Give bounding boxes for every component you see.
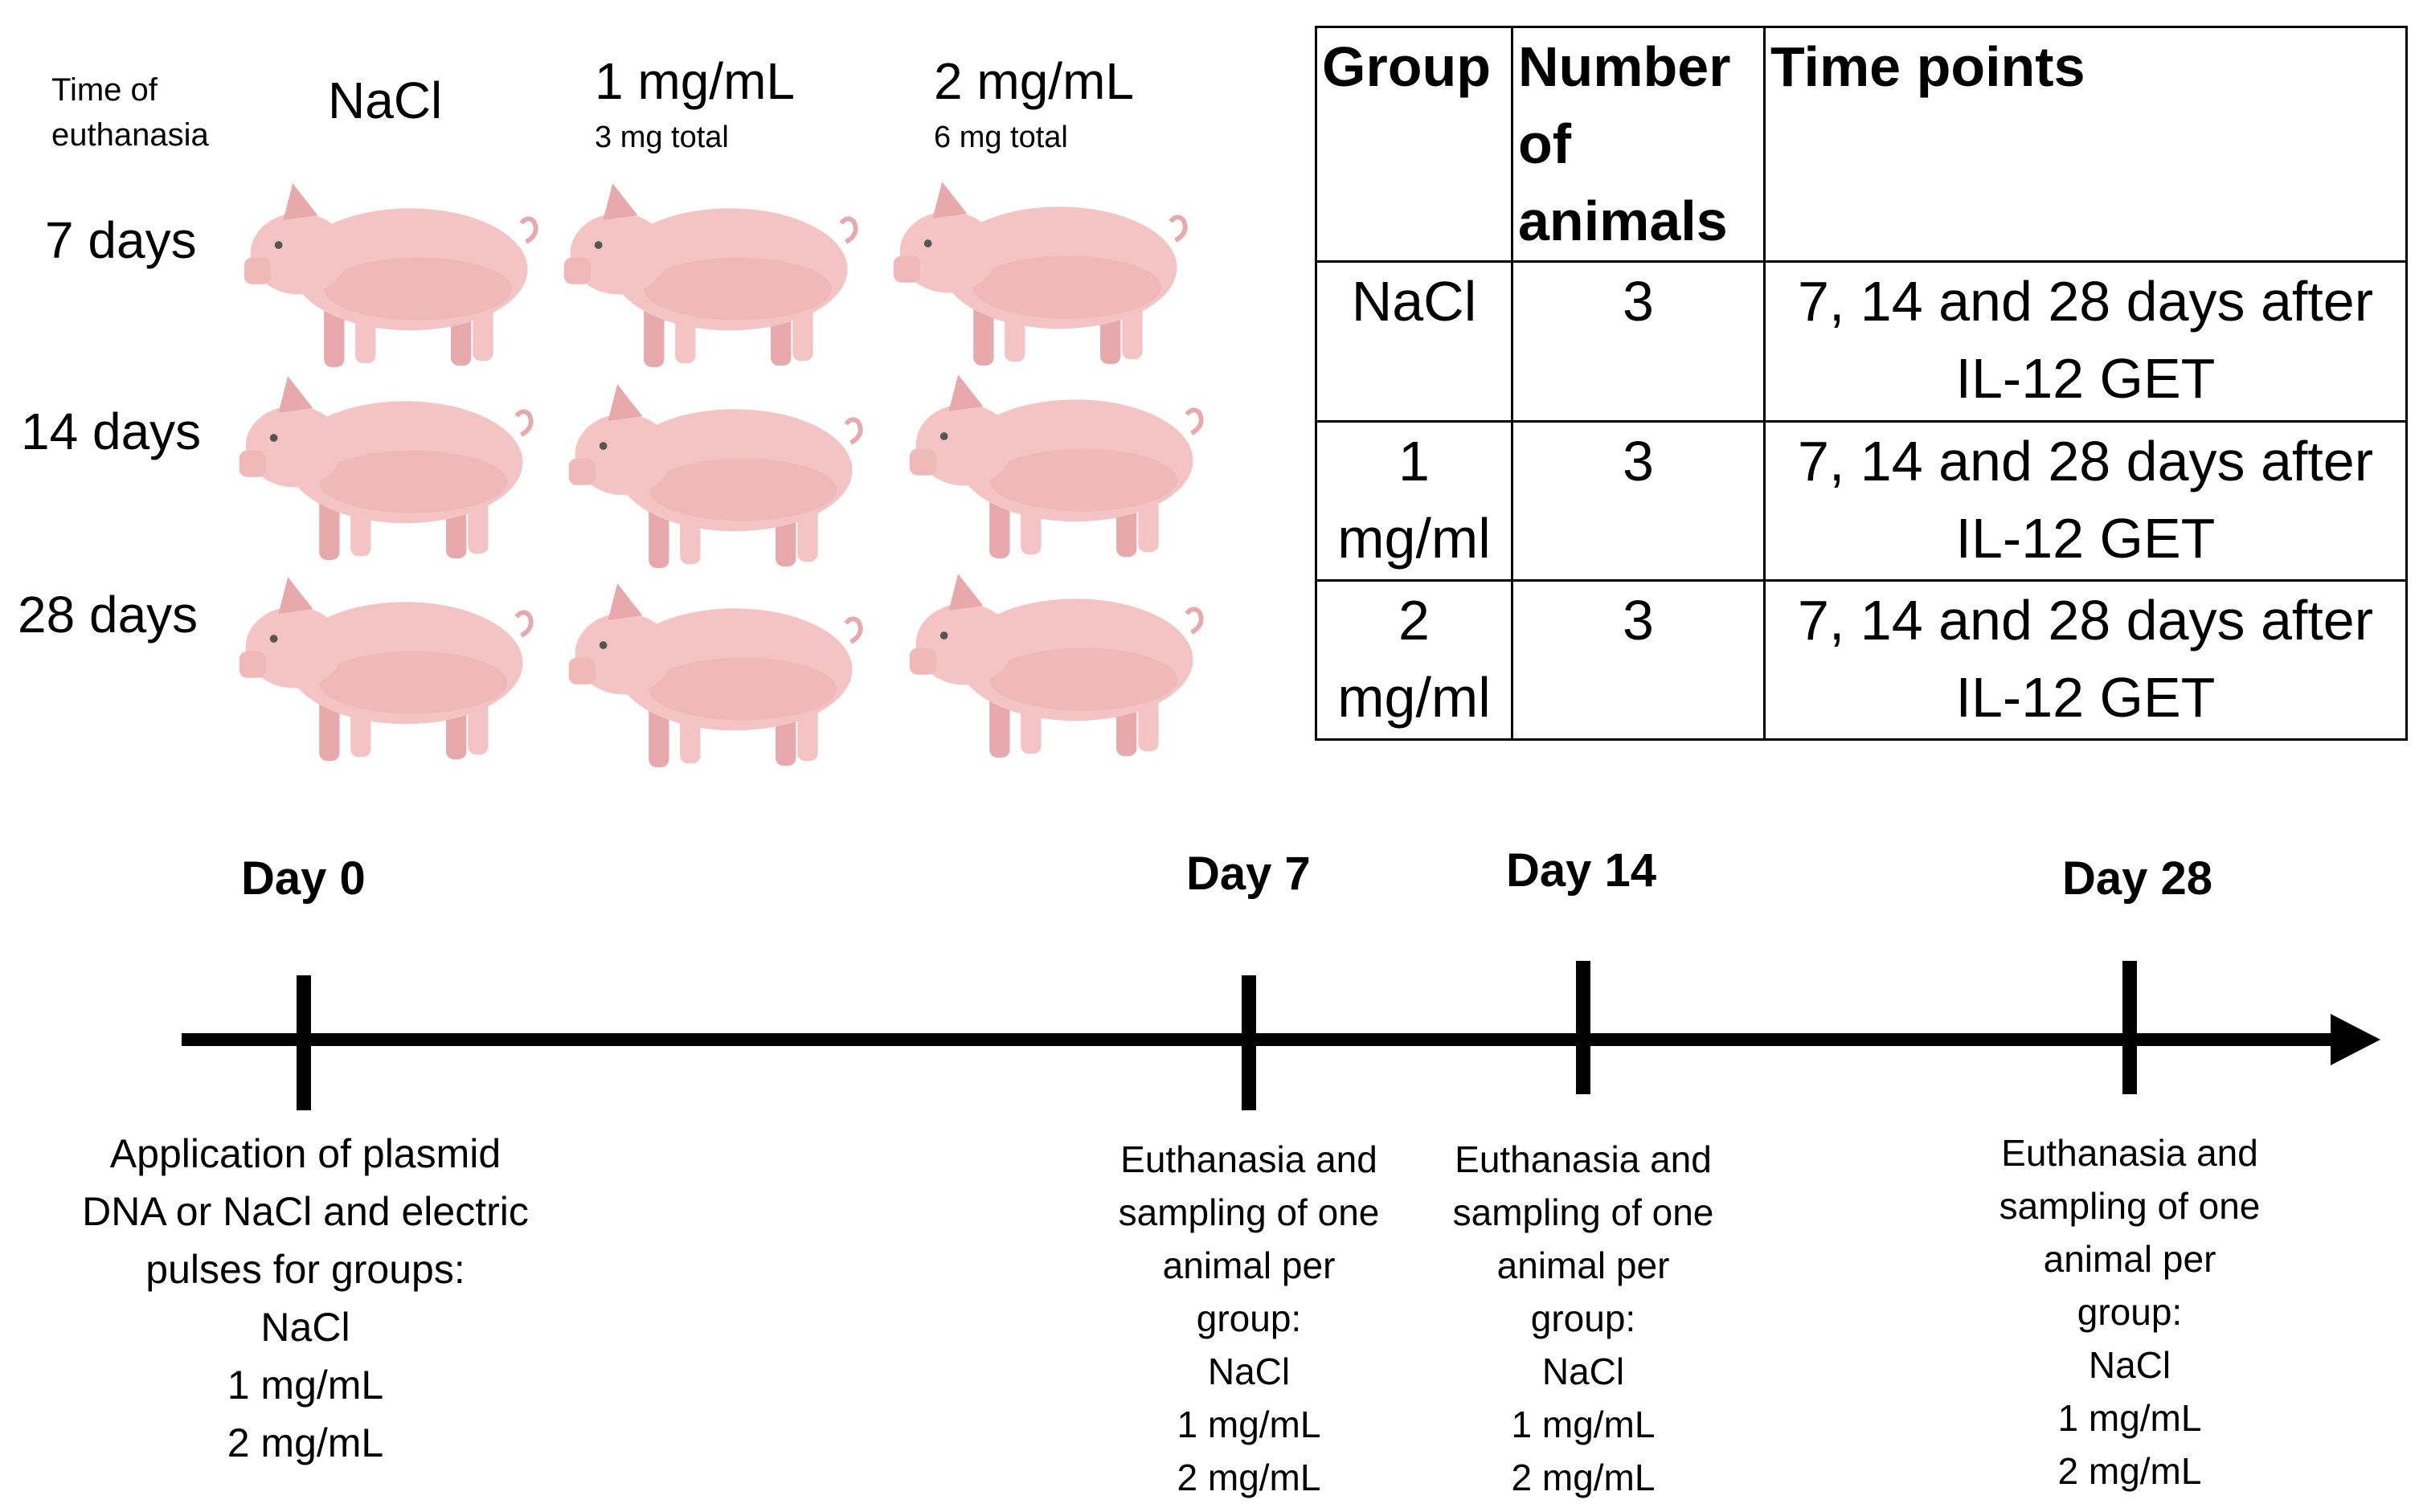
group-table: Group Number of animals Time points NaCl… — [1315, 25, 2408, 742]
header-number-of-animals: Number of animals — [1511, 25, 1766, 264]
cell-group: NaCl — [1315, 260, 1513, 423]
day-0-label: Day 0 — [241, 852, 366, 905]
timeline-arrowhead — [2331, 1014, 2380, 1065]
table-row: 2 mg/ml 3 7, 14 and 28 days after IL-12 … — [1315, 578, 2408, 742]
day-28-label: Day 28 — [2062, 852, 2213, 905]
time-of-euthanasia-label: Time of euthanasia — [51, 72, 209, 153]
table-row: 1 mg/ml 3 7, 14 and 28 days after IL-12 … — [1315, 419, 2408, 582]
group-header-1mg: 1 mg/mL — [595, 52, 795, 110]
group-header-nacl: NaCl — [328, 72, 443, 129]
cell-time: 7, 14 and 28 days after IL-12 GET — [1763, 419, 2408, 582]
cell-time: 7, 14 and 28 days after IL-12 GET — [1763, 260, 2408, 423]
group-header-2mg-sub: 6 mg total — [934, 121, 1068, 154]
group-header-1mg-sub: 3 mg total — [595, 121, 729, 154]
cell-number: 3 — [1511, 260, 1766, 423]
note-day-0: Application of plasmid DNA or NaCl and e… — [82, 1131, 529, 1465]
cell-number: 3 — [1511, 578, 1766, 742]
cell-number: 3 — [1511, 419, 1766, 582]
cell-time: 7, 14 and 28 days after IL-12 GET — [1763, 578, 2408, 742]
note-day-14: Euthanasia and sampling of one animal pe… — [1452, 1138, 1714, 1498]
row-label-7-days: 7 days — [45, 211, 197, 269]
header-time-points: Time points — [1763, 25, 2408, 264]
table-header-row: Group Number of animals Time points — [1315, 25, 2408, 264]
table-row: NaCl 3 7, 14 and 28 days after IL-12 GET — [1315, 260, 2408, 423]
day-14-label: Day 14 — [1506, 844, 1657, 897]
note-day-7: Euthanasia and sampling of one animal pe… — [1118, 1138, 1380, 1498]
row-label-14-days: 14 days — [21, 403, 202, 460]
header-group: Group — [1315, 25, 1513, 264]
day-7-label: Day 7 — [1186, 848, 1311, 900]
cell-group: 2 mg/ml — [1315, 578, 1513, 742]
row-label-28-days: 28 days — [18, 586, 199, 644]
note-day-28: Euthanasia and sampling of one animal pe… — [1999, 1132, 2261, 1492]
cell-group: 1 mg/ml — [1315, 419, 1513, 582]
group-header-2mg: 2 mg/mL — [934, 52, 1134, 110]
